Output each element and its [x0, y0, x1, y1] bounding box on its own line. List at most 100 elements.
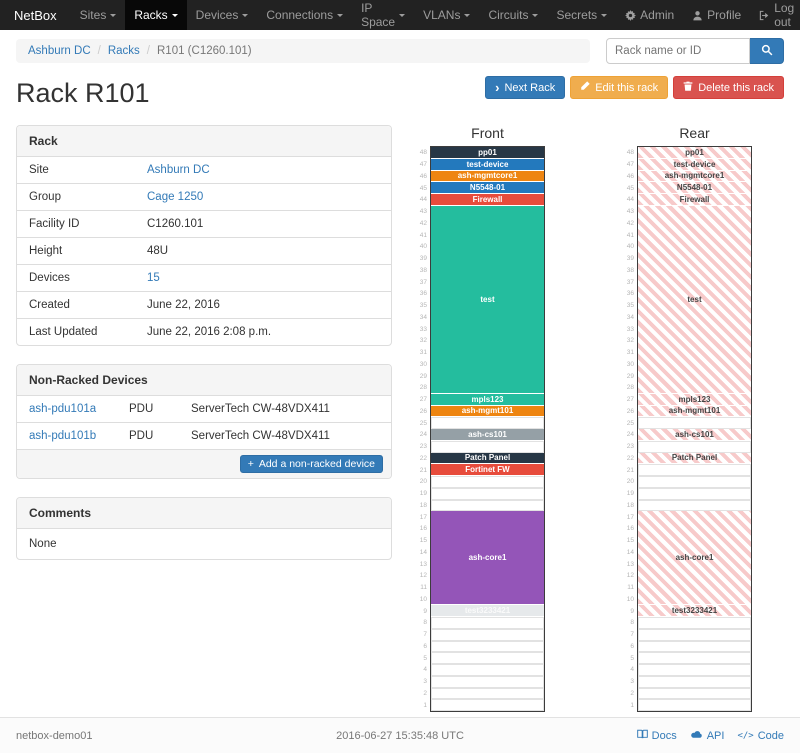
- info-row-facility-id: Facility ID C1260.101: [17, 210, 391, 237]
- nav-item-vlans[interactable]: VLANs: [414, 0, 479, 30]
- nav-item-ip-space[interactable]: IP Space: [352, 0, 414, 30]
- next-rack-button[interactable]: › Next Rack: [485, 76, 566, 99]
- nav-item-circuits[interactable]: Circuits: [479, 0, 547, 30]
- device-mpls123[interactable]: mpls123: [638, 393, 751, 406]
- empty-slot[interactable]: [638, 417, 751, 429]
- code-icon: </>: [737, 730, 754, 741]
- chevron-right-icon: ›: [495, 80, 500, 95]
- nav-item-sites[interactable]: Sites: [71, 0, 126, 30]
- rear-elevation: Rear 48 47 46 45 44 43 42 41 40 39 38 37 36 35 34 33 32 3…: [621, 125, 752, 712]
- nav-item-racks[interactable]: Racks: [125, 0, 187, 30]
- device-ash-core1[interactable]: ash-core1: [431, 511, 544, 606]
- device-firewall[interactable]: Firewall: [431, 194, 544, 206]
- unit-number: 9: [423, 607, 427, 615]
- device-test3233421[interactable]: test3233421: [638, 605, 751, 617]
- device-ash-mgmtcore1[interactable]: ash-mgmtcore1: [431, 170, 544, 183]
- empty-slot[interactable]: [638, 440, 751, 453]
- empty-slot[interactable]: [431, 699, 544, 711]
- edit-rack-button[interactable]: Edit this rack: [570, 76, 669, 99]
- info-label: Group: [29, 191, 61, 203]
- empty-slot[interactable]: [431, 617, 544, 629]
- unit-number: 42: [419, 219, 427, 227]
- empty-slot[interactable]: [638, 628, 751, 641]
- nav-item-secrets[interactable]: Secrets: [547, 0, 616, 30]
- breadcrumb-site[interactable]: Ashburn DC: [28, 45, 91, 57]
- unit-number: 20: [419, 478, 427, 486]
- empty-slot[interactable]: [638, 699, 751, 711]
- logout-link[interactable]: Log out: [750, 0, 800, 30]
- empty-slot[interactable]: [638, 476, 751, 488]
- breadcrumb-separator: /: [97, 45, 101, 57]
- device-patch-panel[interactable]: Patch Panel: [638, 452, 751, 465]
- nav-item-connections[interactable]: Connections: [257, 0, 352, 30]
- empty-slot[interactable]: [638, 652, 751, 664]
- device-ash-mgmtcore1[interactable]: ash-mgmtcore1: [638, 170, 751, 183]
- empty-slot[interactable]: [431, 499, 544, 512]
- empty-slot[interactable]: [431, 487, 544, 500]
- device-test[interactable]: test: [431, 205, 544, 394]
- empty-slot[interactable]: [431, 476, 544, 488]
- empty-slot[interactable]: [431, 652, 544, 664]
- empty-slot[interactable]: [431, 675, 544, 688]
- search-button[interactable]: [750, 38, 784, 64]
- empty-slot[interactable]: [638, 499, 751, 512]
- search-input[interactable]: [606, 38, 750, 64]
- empty-slot[interactable]: [638, 487, 751, 500]
- admin-link[interactable]: Admin: [616, 0, 683, 30]
- profile-link[interactable]: Profile: [683, 0, 750, 30]
- empty-slot[interactable]: [431, 628, 544, 641]
- device-n5548-01[interactable]: N5548-01: [431, 182, 544, 194]
- empty-slot[interactable]: [638, 664, 751, 676]
- empty-slot[interactable]: [431, 640, 544, 653]
- device-mpls123[interactable]: mpls123: [431, 393, 544, 406]
- add-non-racked-device-button[interactable]: + Add a non-racked device: [239, 455, 383, 473]
- device-fortinet-fw[interactable]: Fortinet FW: [431, 464, 544, 476]
- breadcrumb-racks[interactable]: Racks: [107, 45, 140, 57]
- device-test[interactable]: test: [638, 205, 751, 394]
- device-test3233421[interactable]: test3233421: [431, 605, 544, 617]
- unit-number: 1: [630, 701, 634, 709]
- unit-number: 30: [419, 360, 427, 368]
- empty-slot[interactable]: [431, 417, 544, 429]
- docs-link[interactable]: Docs: [636, 729, 677, 742]
- device-link[interactable]: ash-pdu101a: [29, 403, 97, 415]
- device-ash-cs101[interactable]: ash-cs101: [431, 429, 544, 441]
- unit-number: 18: [626, 501, 634, 509]
- device-link[interactable]: ash-pdu101b: [29, 430, 97, 442]
- device-pp01[interactable]: pp01: [431, 147, 544, 159]
- device-firewall[interactable]: Firewall: [638, 194, 751, 206]
- api-link[interactable]: API: [690, 729, 724, 742]
- add-non-racked-device-label: Add a non-racked device: [258, 458, 375, 470]
- device-pp01[interactable]: pp01: [638, 147, 751, 159]
- unit-number: 22: [419, 454, 427, 462]
- empty-slot[interactable]: [638, 464, 751, 476]
- nav-item-devices[interactable]: Devices: [187, 0, 258, 30]
- empty-slot[interactable]: [431, 687, 544, 700]
- group-link[interactable]: Cage 1250: [147, 191, 204, 203]
- device-ash-mgmt101[interactable]: ash-mgmt101: [638, 405, 751, 418]
- delete-rack-button[interactable]: Delete this rack: [673, 76, 784, 99]
- empty-slot[interactable]: [431, 664, 544, 676]
- device-ash-core1[interactable]: ash-core1: [638, 511, 751, 606]
- brand[interactable]: NetBox: [14, 7, 57, 23]
- code-link[interactable]: </> Code: [737, 729, 784, 742]
- empty-slot[interactable]: [638, 640, 751, 653]
- device-test-device[interactable]: test-device: [638, 158, 751, 171]
- unit-number: 5: [630, 654, 634, 662]
- device-test-device[interactable]: test-device: [431, 158, 544, 171]
- site-link[interactable]: Ashburn DC: [147, 164, 210, 176]
- unit-number: 35: [419, 302, 427, 310]
- device-ash-cs101[interactable]: ash-cs101: [638, 429, 751, 441]
- empty-slot[interactable]: [431, 440, 544, 453]
- unit-number: 4: [630, 666, 634, 674]
- device-ash-mgmt101[interactable]: ash-mgmt101: [431, 405, 544, 418]
- device-type: ServerTech CW-48VDX411: [191, 430, 330, 442]
- unit-number: 26: [626, 407, 634, 415]
- unit-number: 44: [419, 196, 427, 204]
- devices-count-link[interactable]: 15: [147, 272, 160, 284]
- device-patch-panel[interactable]: Patch Panel: [431, 452, 544, 465]
- empty-slot[interactable]: [638, 675, 751, 688]
- empty-slot[interactable]: [638, 687, 751, 700]
- empty-slot[interactable]: [638, 617, 751, 629]
- device-n5548-01[interactable]: N5548-01: [638, 182, 751, 194]
